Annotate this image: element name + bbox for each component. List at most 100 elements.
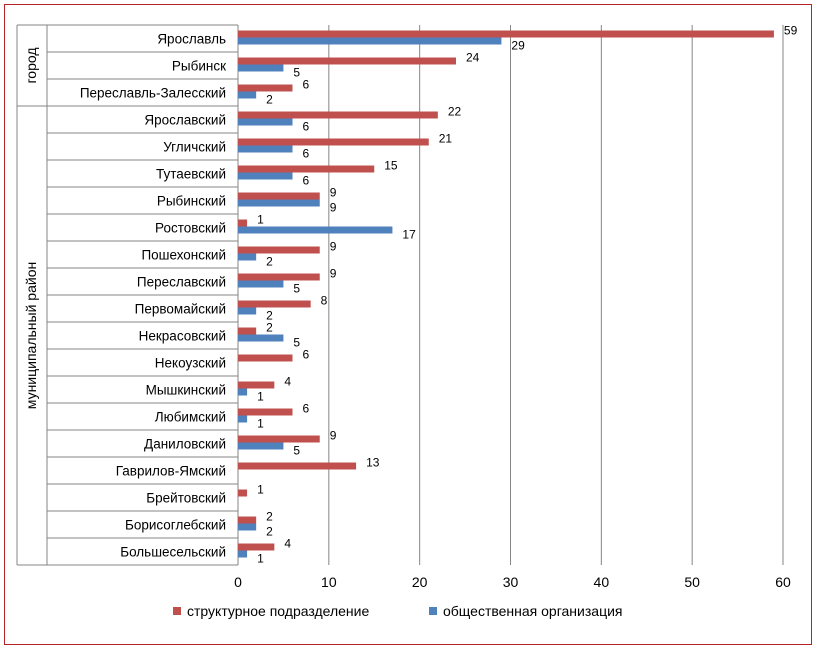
bar-structural-unit <box>238 489 248 497</box>
data-label: 4 <box>284 375 291 389</box>
bar-structural-unit <box>238 138 429 146</box>
bar-structural-unit <box>238 111 438 119</box>
data-label: 9 <box>330 267 337 281</box>
category-label: Любимский <box>155 410 226 425</box>
bar-structural-unit <box>238 192 320 200</box>
group-label: город <box>23 47 39 83</box>
data-label: 9 <box>330 240 337 254</box>
data-label: 2 <box>266 525 273 539</box>
bar-public-organization <box>238 172 293 180</box>
data-label: 1 <box>257 552 264 566</box>
category-label: Большесельский <box>120 545 226 560</box>
bar-structural-unit <box>238 219 248 227</box>
category-label: Некоузский <box>155 356 226 371</box>
data-label: 5 <box>293 336 300 350</box>
category-label: Мышкинский <box>146 383 226 398</box>
bar-structural-unit <box>238 84 293 92</box>
x-tick-label: 10 <box>321 574 337 590</box>
x-tick-label: 60 <box>775 574 791 590</box>
chart-frame: Ярославль Рыбинск Переславль-Залесский Ярос… <box>4 4 812 645</box>
data-label: 2 <box>266 510 273 524</box>
category-label: Переславский <box>137 275 226 290</box>
bar-public-organization <box>238 64 284 72</box>
bar-structural-unit <box>238 354 293 362</box>
category-label: Гаврилов-Ямский <box>116 464 226 479</box>
data-label: 2 <box>266 309 273 323</box>
data-label: 21 <box>439 132 453 146</box>
category-label: Ярославль <box>157 32 226 47</box>
data-label: 9 <box>330 186 337 200</box>
data-label: 9 <box>330 429 337 443</box>
bar-chart: Ярославль Рыбинск Переславль-Залесский Ярос… <box>16 24 798 619</box>
data-label: 1 <box>257 390 264 404</box>
bar-structural-unit <box>238 327 257 335</box>
bar-public-organization <box>238 550 248 558</box>
category-label: Ярославский <box>144 113 226 128</box>
data-label: 9 <box>330 201 337 215</box>
data-label: 5 <box>293 282 300 296</box>
x-tick-label: 20 <box>412 574 428 590</box>
bar-structural-unit <box>238 543 275 551</box>
bar-structural-unit <box>238 516 257 524</box>
x-tick-label: 50 <box>684 574 700 590</box>
data-label: 2 <box>266 255 273 269</box>
data-label: 8 <box>321 294 328 308</box>
bar-public-organization <box>238 118 293 126</box>
data-label: 17 <box>402 228 416 242</box>
x-tick-label: 0 <box>234 574 242 590</box>
data-label: 13 <box>366 456 380 470</box>
data-label: 59 <box>784 24 798 38</box>
category-label: Даниловский <box>144 437 226 452</box>
legend-label: структурное подразделение <box>187 603 369 619</box>
data-label: 5 <box>293 444 300 458</box>
bar-structural-unit <box>238 246 320 254</box>
category-table: Ярославль Рыбинск Переславль-Залесский Ярос… <box>16 24 238 566</box>
data-label: 4 <box>284 537 291 551</box>
data-label: 1 <box>257 417 264 431</box>
data-label: 6 <box>303 348 310 362</box>
bar-public-organization <box>238 37 502 45</box>
bar-public-organization <box>238 442 284 450</box>
data-label: 6 <box>303 147 310 161</box>
data-label: 1 <box>257 483 264 497</box>
data-labels: 5924622211591998264691312429526669172525… <box>257 24 798 566</box>
bar-public-organization <box>238 415 248 423</box>
category-label: Угличский <box>163 140 226 155</box>
data-label: 22 <box>448 105 462 119</box>
legend-swatch <box>429 607 437 615</box>
category-label: Ростовский <box>155 221 226 236</box>
category-label: Борисоглебский <box>125 518 226 533</box>
data-label: 5 <box>293 66 300 80</box>
bar-structural-unit <box>238 273 320 281</box>
category-label: Брейтовский <box>146 491 226 506</box>
data-label: 29 <box>511 39 525 53</box>
data-label: 6 <box>303 402 310 416</box>
legend-swatch <box>173 607 181 615</box>
data-label: 2 <box>266 321 273 335</box>
x-axis: 0 10 20 30 40 50 60 <box>234 574 791 590</box>
x-tick-label: 40 <box>594 574 610 590</box>
bar-structural-unit <box>238 30 774 38</box>
data-label: 6 <box>303 78 310 92</box>
bar-structural-unit <box>238 165 375 173</box>
bar-public-organization <box>238 253 257 261</box>
category-label: Рыбинск <box>172 59 226 74</box>
bar-public-organization <box>238 199 320 207</box>
category-label: Пошехонский <box>141 248 226 263</box>
data-label: 2 <box>266 93 273 107</box>
bar-structural-unit <box>238 462 357 470</box>
data-label: 1 <box>257 213 264 227</box>
bar-public-organization <box>238 280 284 288</box>
category-label: Первомайский <box>135 302 226 317</box>
x-tick-label: 30 <box>503 574 519 590</box>
data-label: 15 <box>384 159 398 173</box>
data-label: 6 <box>303 120 310 134</box>
bars <box>238 30 774 558</box>
bar-public-organization <box>238 145 293 153</box>
legend-label: общественная организация <box>443 603 622 619</box>
bar-public-organization <box>238 388 248 396</box>
bar-public-organization <box>238 334 284 342</box>
bar-public-organization <box>238 91 257 99</box>
data-label: 6 <box>303 174 310 188</box>
category-label: Некрасовский <box>139 329 226 344</box>
